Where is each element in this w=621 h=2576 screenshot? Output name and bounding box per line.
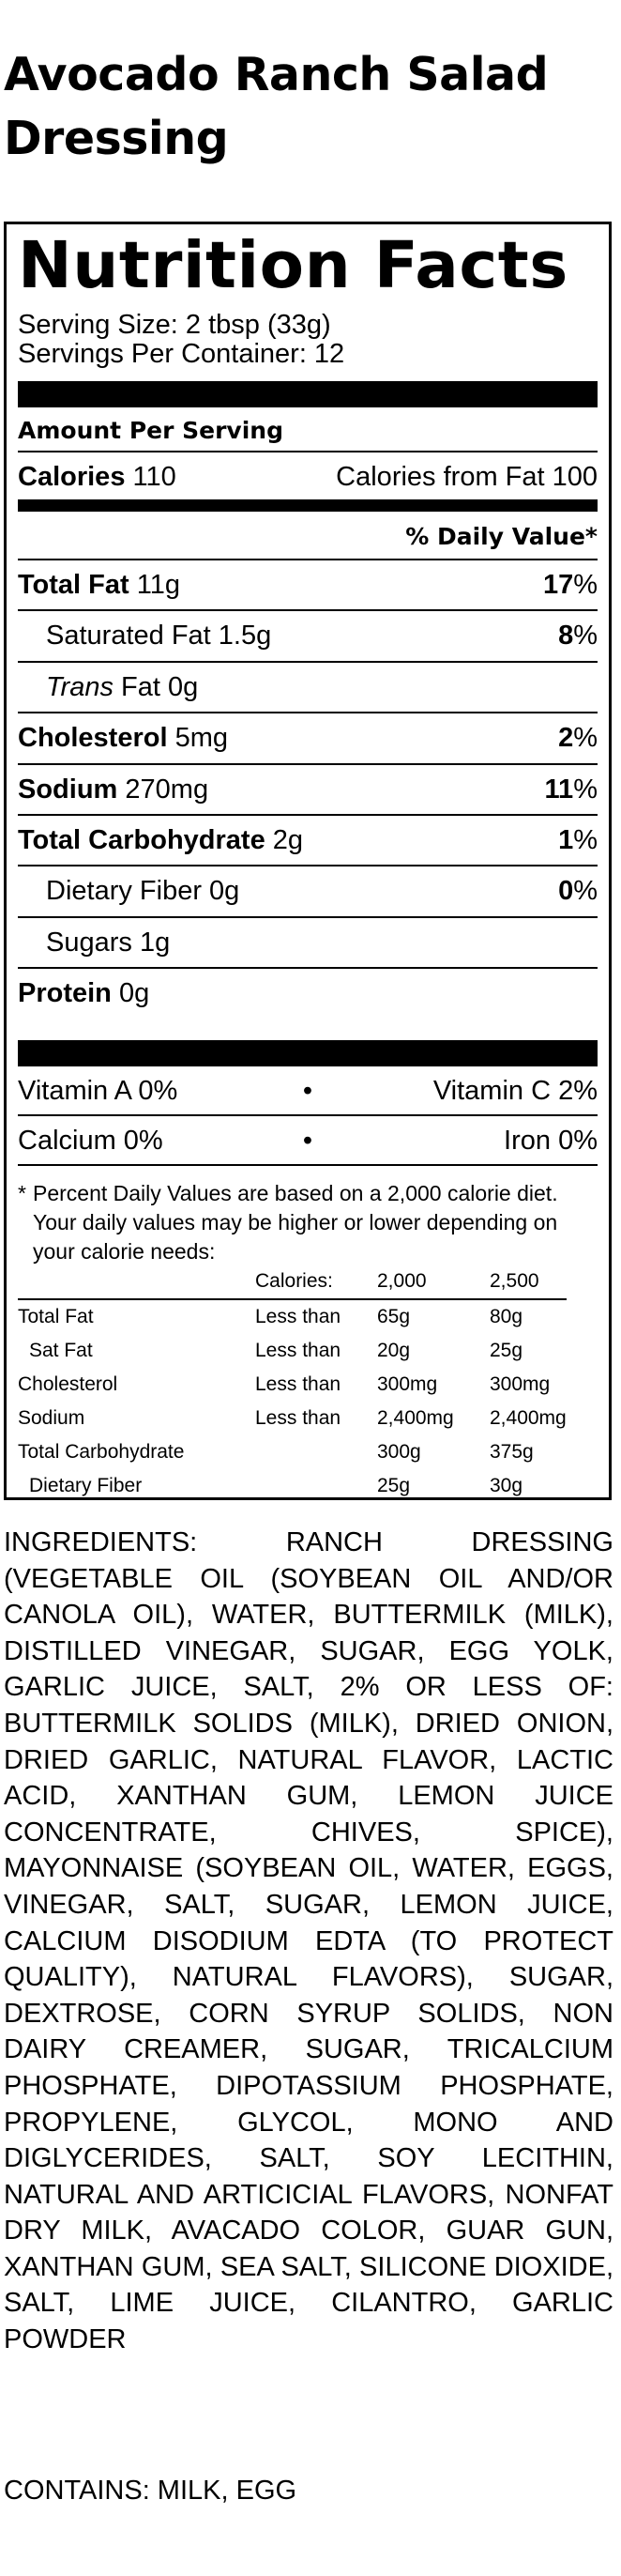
nutrient-name: Sugars [46, 927, 132, 958]
vitamin-right: Vitamin C 2% [432, 1076, 598, 1106]
dv-table-cell: Sodium [18, 1407, 85, 1429]
vitamin-row: Calcium 0% • Iron 0% [18, 1116, 598, 1166]
nutrient-row: Sodium 270mg 11% [18, 765, 598, 816]
calories-value: 110 [132, 462, 176, 492]
nutrient-daily-value: 8% [558, 621, 598, 652]
thin-divider [18, 451, 598, 452]
dv-table-cell: Cholesterol [18, 1373, 118, 1395]
nutrient-row: Sugars 1g [18, 918, 598, 970]
nutrition-facts-heading: Nutrition Facts [18, 228, 568, 303]
ingredients-text: INGREDIENTS: RANCH DRESSING (VEGETABLE O… [4, 1527, 613, 2355]
bullet-separator: • [302, 1126, 313, 1156]
dv-table-row: Sodium Less than 2,400mg 2,400mg [18, 1402, 567, 1435]
dv-table-row: Dietary Fiber 25g 30g [18, 1469, 567, 1503]
dv-table-cell: 25g [377, 1475, 411, 1496]
product-title: Avocado Ranch Salad Dressing [4, 48, 549, 165]
thin-divider [18, 559, 598, 560]
dv-table-cell: 65g [377, 1306, 411, 1327]
nutrient-daily-value: 11% [544, 774, 598, 805]
calories-row: Calories 110 Calories from Fat 100 [18, 452, 598, 499]
dv-table-cell: Total Carbohydrate [18, 1441, 185, 1463]
nutrient-name: Dietary Fiber [46, 876, 202, 907]
nutrient-row: Trans Fat 0g [18, 663, 598, 714]
nutrient-daily-value: 2% [558, 723, 598, 754]
nutrient-amount: 5mg [167, 723, 229, 754]
daily-value-footnote: * Percent Daily Values are based on a 2,… [18, 1179, 598, 1266]
nutrient-amount: 0g [159, 671, 199, 702]
dv-table-cell: Dietary Fiber [29, 1475, 143, 1496]
nutrient-row: Saturated Fat 1.5g 8% [18, 611, 598, 663]
dv-table-cell: 80g [490, 1306, 523, 1327]
calories-from-fat: Calories from Fat 100 [336, 462, 598, 492]
nutrient-row: Dietary Fiber 0g 0% [18, 866, 598, 918]
nutrient-row: Cholesterol 5mg 2% [18, 713, 598, 765]
dv-table-cell: 300mg [377, 1373, 438, 1395]
vitamin-left: Vitamin A 0% [18, 1076, 178, 1106]
dv-table-header-row: Calories: 2,000 2,500 [18, 1265, 567, 1299]
nutrient-row: Total Carbohydrate 2g 1% [18, 816, 598, 867]
allergen-contains: CONTAINS: MILK, EGG [4, 2476, 297, 2506]
nutrient-name: Protein [18, 978, 112, 1009]
medium-divider [18, 499, 598, 512]
dv-table-cell: 30g [490, 1475, 523, 1496]
dv-table-cell: Less than [255, 1373, 341, 1395]
nutrient-daily-value: 0% [558, 876, 598, 907]
nutrient-name: Cholesterol [18, 723, 168, 754]
nutrient-amount: 0g [111, 978, 150, 1009]
nutrient-name: Sodium [18, 774, 118, 805]
nutrient-amount: 1g [131, 927, 171, 958]
nutrition-facts-panel: Nutrition Facts Serving Size: 2 tbsp (33… [4, 222, 612, 1500]
vitamin-left: Calcium 0% [18, 1126, 163, 1156]
servings-per-container: Servings Per Container: 12 [18, 339, 345, 369]
thick-divider [18, 1040, 598, 1066]
serving-size: Serving Size: 2 tbsp (33g) [18, 310, 331, 340]
dv-table-cell: 20g [377, 1340, 411, 1361]
nutrient-daily-value: 17% [542, 570, 598, 600]
nutrient-amount: 0g [202, 876, 240, 907]
nutrient-amount: 2g [265, 825, 304, 855]
nutrient-name: Total Fat [18, 570, 129, 600]
nutrient-row: Protein 0g [18, 969, 598, 1020]
nutrient-name: Total Carbohydrate [18, 825, 265, 855]
dv-table-cell: Total Fat [18, 1306, 94, 1327]
footnote-star: * [18, 1181, 26, 1205]
nutrient-amount: 11g [129, 570, 180, 600]
vitamin-row: Vitamin A 0% • Vitamin C 2% [18, 1066, 598, 1116]
dv-table-row: Total Fat Less than 65g 80g [18, 1299, 567, 1334]
dv-table-header-cell: 2,000 [377, 1270, 427, 1292]
daily-value-table: Calories: 2,000 2,500 Total Fat Less than 65g… [18, 1265, 567, 1503]
dv-table-cell: Less than [255, 1306, 341, 1327]
nutrient-row: Total Fat 11g 17% [18, 560, 598, 612]
vitamin-right: Iron 0% [504, 1126, 598, 1156]
dv-table-cell: Less than [255, 1340, 341, 1361]
footnote-text: Percent Daily Values are based on a 2,00… [33, 1181, 558, 1264]
dv-table-cell [255, 1469, 377, 1503]
dv-table-cell: 300mg [490, 1373, 551, 1395]
thick-divider [18, 381, 598, 407]
nutrient-amount: 1.5g [210, 621, 272, 652]
dv-table-cell: 2,400mg [490, 1407, 567, 1429]
dv-table-row: Sat Fat Less than 20g 25g [18, 1334, 567, 1368]
dv-table-cell: 375g [490, 1441, 534, 1463]
dv-table-cell: Sat Fat [29, 1340, 93, 1361]
dv-table-row: Total Carbohydrate 300g 375g [18, 1435, 567, 1469]
amount-per-serving: Amount Per Serving [18, 417, 283, 444]
bullet-separator: • [302, 1076, 313, 1106]
dv-table-cell: 2,400mg [377, 1407, 454, 1429]
dv-table-cell: 300g [377, 1441, 421, 1463]
nutrient-daily-value: 1% [558, 825, 598, 855]
dv-table-row: Cholesterol Less than 300mg 300mg [18, 1368, 567, 1402]
nutrient-name: Trans Fat [46, 671, 160, 702]
dv-table-header-cell [18, 1265, 255, 1299]
dv-table-cell [255, 1435, 377, 1469]
daily-value-header: % Daily Value* [405, 523, 598, 550]
dv-table-header-cell: 2,500 [490, 1270, 539, 1292]
dv-table-cell: Less than [255, 1407, 341, 1429]
nutrient-name: Saturated Fat [46, 621, 211, 652]
nutrient-amount: 270mg [117, 774, 209, 805]
dv-table-header-cell: Calories: [255, 1270, 333, 1292]
calories-label: Calories [18, 462, 126, 492]
dv-table-cell: 25g [490, 1340, 523, 1361]
